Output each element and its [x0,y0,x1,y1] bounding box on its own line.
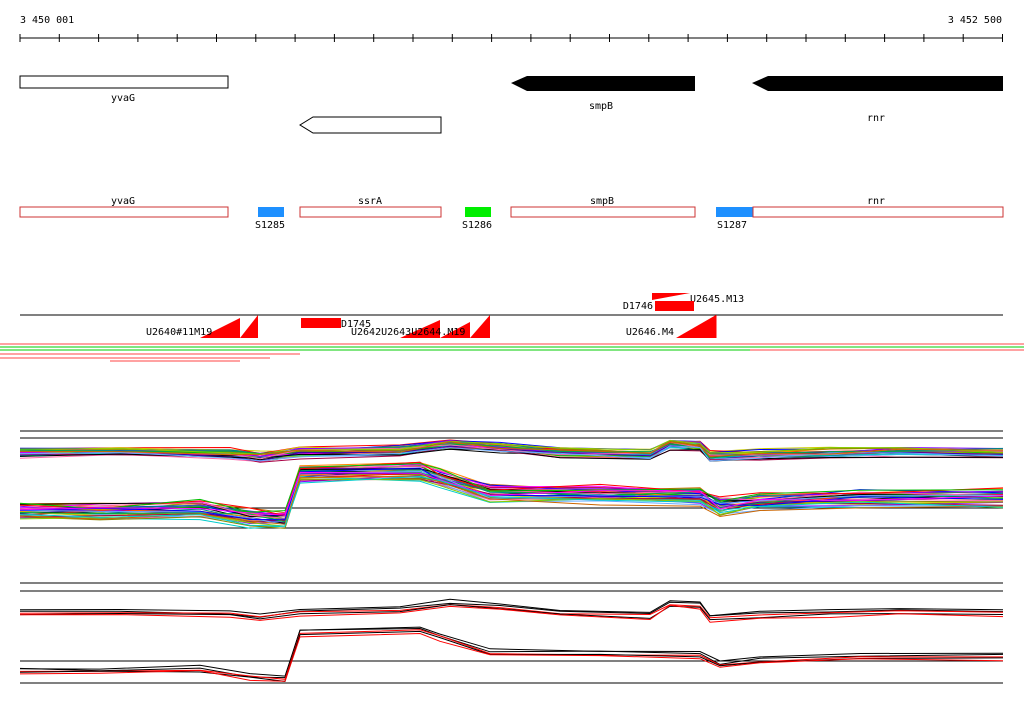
feature-label-left-cluster: U2640#11M19 [146,327,212,338]
panel1-profile-lower [19,468,1004,518]
transcript-track: yvaG S1285 ssrA S1286 smpB S1287 rnr [19,196,1004,231]
panel1-profile-upper [19,443,1004,459]
panel1-profile-lower [19,478,1004,527]
feature-track: U2645.M13 D1746 U2646.M4 U2640#11M19 D17… [0,293,1024,362]
panel1-profile-lower [19,471,1004,516]
gene-label-rnr: rnr [867,113,885,124]
ruler-start-label: 3 450 001 [20,15,74,26]
gene-yvaG[interactable] [19,75,229,89]
segment-label-S1286: S1286 [462,220,492,231]
feature-label-D1746: D1746 [623,301,653,312]
panel1-profile-upper [19,441,1004,460]
panel1-profile-lower [19,465,1004,519]
feature-U2645.M13[interactable] [652,293,690,300]
transcript-smpB[interactable] [510,206,696,218]
segment-S1287[interactable] [716,207,753,217]
transcript-ssrA[interactable] [299,206,442,218]
gene-smpB[interactable] [511,76,695,91]
panel2-profile-lines [19,598,1004,682]
transcript-label-yvaG: yvaG [111,196,135,207]
feature-mid-1[interactable] [400,320,440,338]
coordinate-ruler: 3 450 001 3 452 500 [19,15,1003,42]
gene-ssrA[interactable] [299,116,442,134]
panel2-profile-upper [19,604,1004,621]
transcript-label-smpB: smpB [590,196,614,207]
ruler-ticks [19,34,1003,42]
feature-label-D1745: D1745 [341,319,371,330]
panel2-profile-lower [19,632,1004,682]
feature-left-2[interactable] [240,315,258,338]
panel2-profile-upper [19,601,1004,618]
gene-label-smpB: smpB [589,101,613,112]
segment-label-S1287: S1287 [717,220,747,231]
feature-label-U2645.M13: U2645.M13 [690,294,744,305]
transcript-label-rnr: rnr [867,196,885,207]
feature-label-mid-cluster: U2642U2643U2644.M19 [351,327,465,338]
panel1-profile-lower [19,475,1004,525]
segment-S1285[interactable] [258,207,284,217]
feature-D1745[interactable] [301,318,341,328]
panel2-profile-upper [19,598,1004,617]
expression-panel-1 [19,430,1004,529]
transcript-yvaG[interactable] [19,206,229,218]
panel2-profile-upper [19,604,1004,623]
transcript-label-ssrA: ssrA [358,196,382,207]
panel1-profile-upper [19,439,1004,455]
feature-label-U2646.M4: U2646.M4 [626,327,674,338]
panel1-profile-lower [19,475,1004,527]
panel1-profile-upper [19,445,1004,462]
panel1-profile-upper [19,441,1004,458]
gene-label-yvaG: yvaG [111,93,135,104]
feature-left-1[interactable] [200,318,240,338]
transcript-rnr[interactable] [752,206,1004,218]
panel2-profile-lower [19,629,1004,680]
panel1-profile-lower [19,463,1004,513]
panel1-profile-lower [19,463,1004,517]
gene-rnr[interactable] [752,76,1003,91]
expression-panel-2 [19,582,1004,684]
panel1-profile-upper [19,448,1004,462]
segment-label-S1285: S1285 [255,220,285,231]
segment-S1286[interactable] [465,207,491,217]
ruler-end-label: 3 452 500 [948,15,1002,26]
panel2-profile-lower [19,626,1004,677]
feature-U2646.M4[interactable] [676,315,716,338]
panel1-profile-lines [19,439,1004,529]
feature-D1746[interactable] [655,301,694,311]
feature-mid-3[interactable] [470,315,490,338]
gene-track: yvaG smpB rnr [19,75,1003,134]
feature-mid-2[interactable] [440,322,470,338]
